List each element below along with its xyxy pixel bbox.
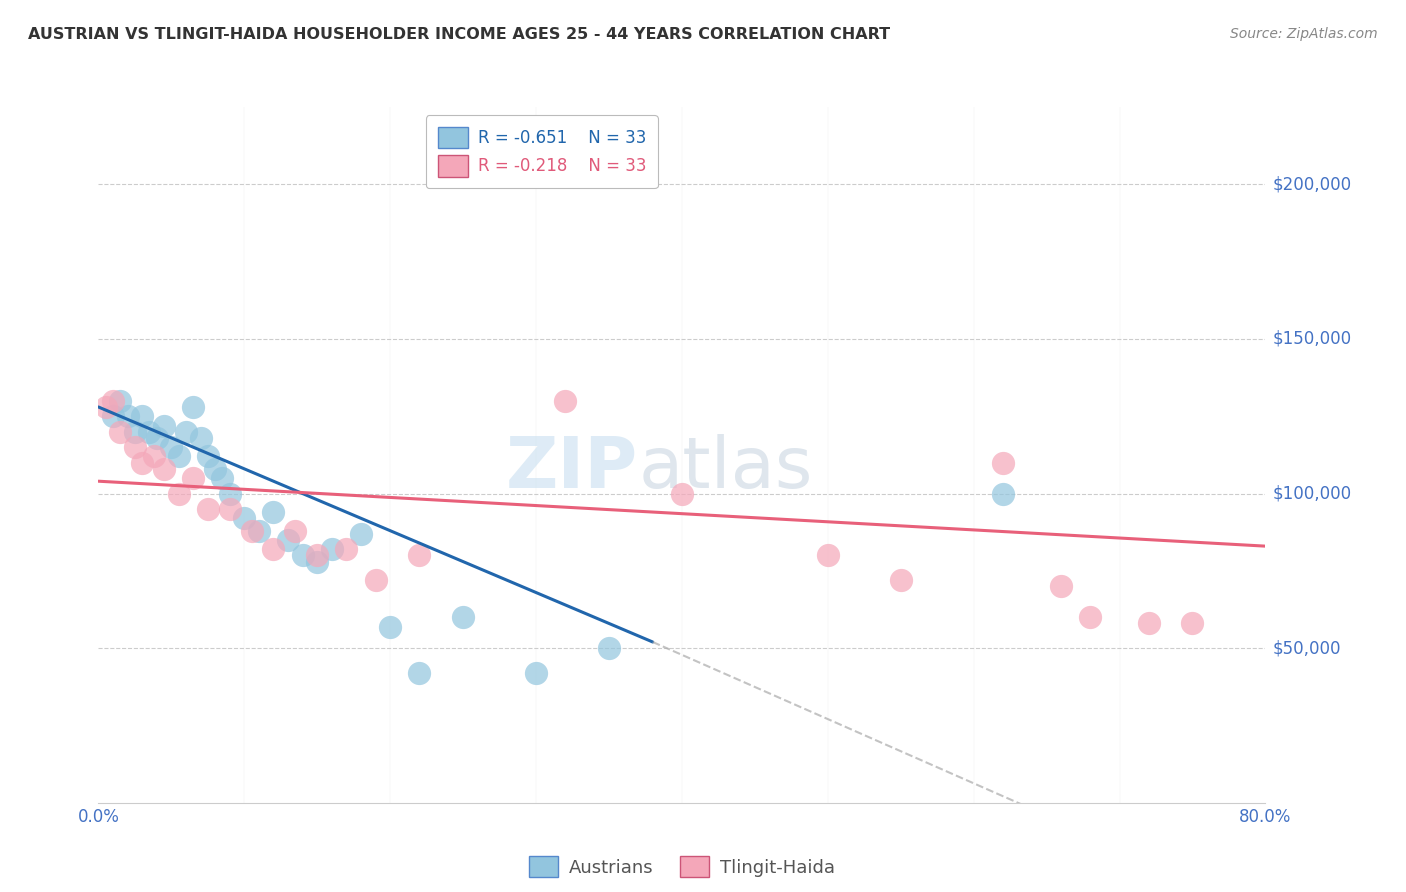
Point <box>524 665 547 680</box>
Point <box>598 641 620 656</box>
Legend: Austrians, Tlingit-Haida: Austrians, Tlingit-Haida <box>522 849 842 884</box>
Point <box>240 524 263 538</box>
Point <box>284 524 307 538</box>
Point <box>197 450 219 464</box>
Point <box>110 393 132 408</box>
Point <box>218 502 240 516</box>
Point <box>211 471 233 485</box>
Point <box>1080 610 1102 624</box>
Point <box>146 431 169 445</box>
Point <box>110 425 132 439</box>
Point <box>451 610 474 624</box>
Text: atlas: atlas <box>638 434 813 503</box>
Point <box>174 425 197 439</box>
Point <box>671 486 693 500</box>
Point <box>364 573 387 587</box>
Point <box>307 555 329 569</box>
Point <box>307 549 329 563</box>
Point <box>321 542 343 557</box>
Point <box>335 542 357 557</box>
Text: $150,000: $150,000 <box>1272 330 1351 348</box>
Point <box>817 549 839 563</box>
Point <box>991 456 1014 470</box>
Point <box>167 486 190 500</box>
Point <box>138 425 160 439</box>
Point <box>350 526 373 541</box>
Point <box>291 549 314 563</box>
Point <box>277 533 299 547</box>
Point <box>101 393 124 408</box>
Point <box>190 431 212 445</box>
Text: $50,000: $50,000 <box>1272 640 1341 657</box>
Point <box>262 542 284 557</box>
Point <box>1050 579 1073 593</box>
Point <box>408 665 430 680</box>
Point <box>262 505 284 519</box>
Point <box>94 400 117 414</box>
Point <box>1181 616 1204 631</box>
Point <box>181 471 204 485</box>
Point <box>117 409 139 424</box>
Point <box>991 486 1014 500</box>
Text: AUSTRIAN VS TLINGIT-HAIDA HOUSEHOLDER INCOME AGES 25 - 44 YEARS CORRELATION CHAR: AUSTRIAN VS TLINGIT-HAIDA HOUSEHOLDER IN… <box>28 27 890 42</box>
Point <box>124 440 146 454</box>
Point <box>378 619 402 633</box>
Point <box>101 409 124 424</box>
Point <box>197 502 219 516</box>
Point <box>408 549 430 563</box>
Point <box>554 393 576 408</box>
Point <box>1137 616 1160 631</box>
Point <box>167 450 190 464</box>
Text: Source: ZipAtlas.com: Source: ZipAtlas.com <box>1230 27 1378 41</box>
Point <box>153 462 176 476</box>
Point <box>153 418 176 433</box>
Point <box>160 440 183 454</box>
Text: ZIP: ZIP <box>506 434 638 503</box>
Point <box>131 409 153 424</box>
Point <box>181 400 204 414</box>
Text: $100,000: $100,000 <box>1272 484 1351 502</box>
Point <box>124 425 146 439</box>
Point <box>142 450 165 464</box>
Point <box>890 573 912 587</box>
Point <box>218 486 240 500</box>
Point <box>131 456 153 470</box>
Point <box>247 524 270 538</box>
Point <box>204 462 226 476</box>
Text: $200,000: $200,000 <box>1272 176 1351 194</box>
Point <box>233 511 256 525</box>
